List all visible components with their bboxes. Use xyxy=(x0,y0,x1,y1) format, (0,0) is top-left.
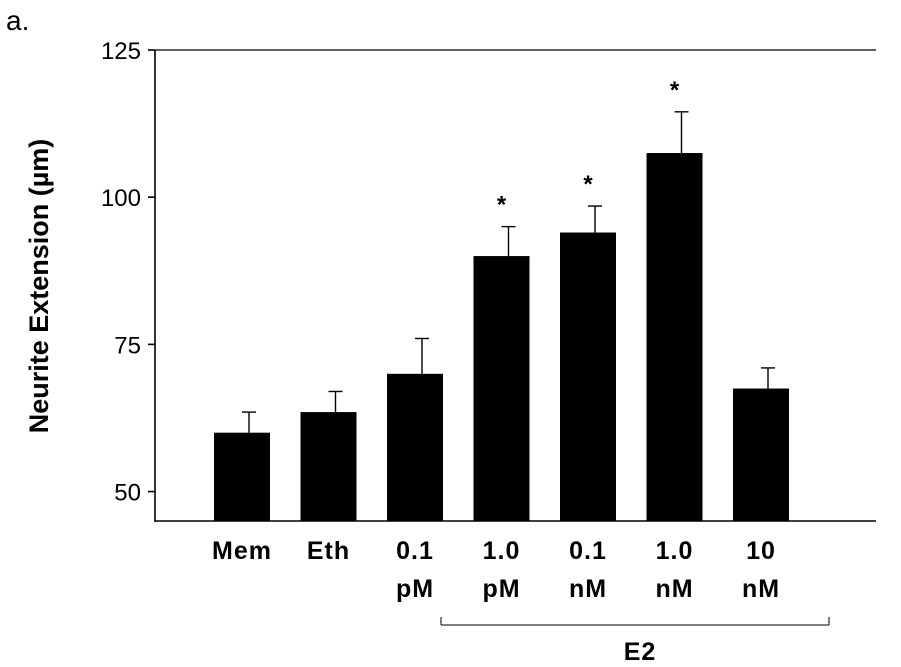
group-label: E2 xyxy=(624,638,657,666)
significance-marker: * xyxy=(670,77,680,104)
y-axis-title: Neurite Extension (µm) xyxy=(24,139,54,434)
x-tick-label: 1.0 xyxy=(483,537,521,565)
x-tick-label: nM xyxy=(569,575,607,603)
x-tick-label: 1.0 xyxy=(656,537,694,565)
chart-marks: Mem Eth 0.1 pM * 1.0 pM * 0.1 nM * 1.0 nM 10 nM xyxy=(212,77,789,603)
bar xyxy=(560,232,616,521)
significance-marker: * xyxy=(583,171,593,198)
x-tick-label: Mem xyxy=(212,537,272,565)
bar xyxy=(646,153,703,521)
x-tick-label: 0.1 xyxy=(569,537,607,565)
x-tick-label: pM xyxy=(396,575,434,603)
bar xyxy=(300,412,357,521)
x-tick-label: pM xyxy=(482,575,520,603)
plot-area: 50 75 100 125 xyxy=(101,38,876,522)
bar xyxy=(473,256,530,521)
y-tick-label: 75 xyxy=(114,332,141,359)
panel-label: a. xyxy=(6,5,29,36)
y-tick-label: 50 xyxy=(114,480,141,507)
bar xyxy=(733,388,789,521)
y-tick-label: 125 xyxy=(101,38,141,65)
x-tick-label: 0.1 xyxy=(396,537,434,565)
bar xyxy=(387,373,443,521)
x-tick-label: 10 xyxy=(746,537,776,565)
bar xyxy=(214,432,270,521)
x-tick-label: nM xyxy=(742,575,780,603)
x-tick-label: nM xyxy=(655,575,693,603)
y-tick-label: 100 xyxy=(101,185,141,212)
x-tick-label: Eth xyxy=(307,537,350,565)
e2-group-bracket: E2 xyxy=(440,617,830,666)
significance-marker: * xyxy=(497,192,507,219)
